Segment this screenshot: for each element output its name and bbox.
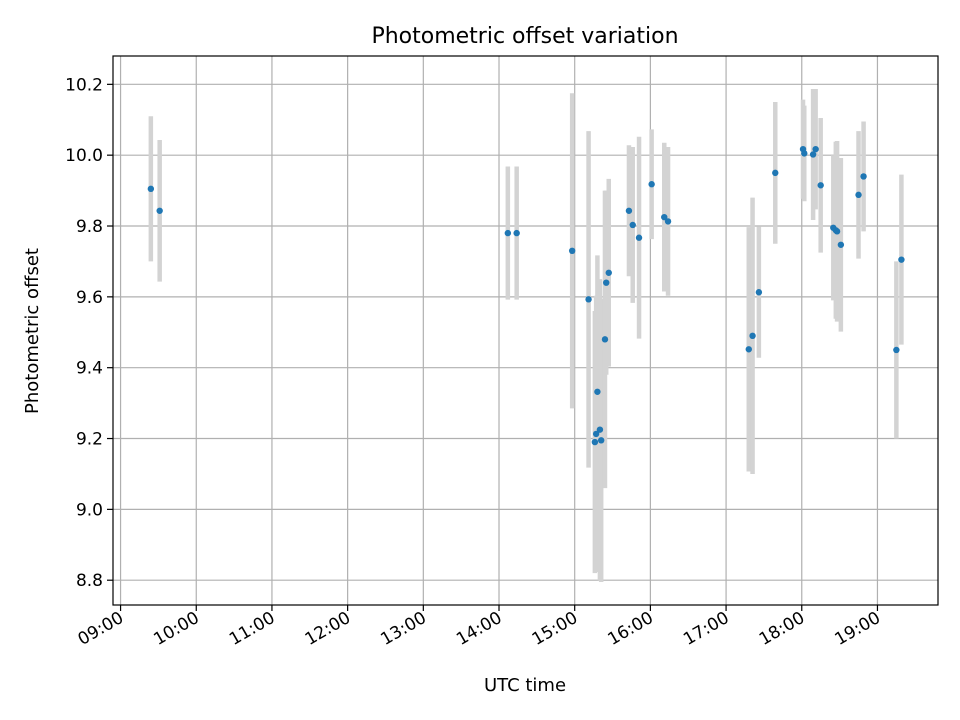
data-point [772, 169, 779, 177]
x-tick-label: 15:00 [529, 608, 581, 650]
data-point [812, 145, 819, 153]
data-point [147, 185, 155, 193]
data-point [597, 437, 605, 444]
data-point [605, 269, 612, 276]
plot-frame [112, 55, 939, 606]
data-point [156, 207, 163, 214]
data-point [504, 229, 512, 237]
y-tick-label: 9.2 [76, 430, 103, 450]
data-point [745, 346, 752, 353]
data-point [591, 438, 599, 446]
data-point [594, 388, 601, 395]
x-tick-label: 13:00 [377, 608, 429, 650]
data-point [837, 241, 845, 248]
data-point [809, 151, 817, 158]
y-tick-label: 9.6 [76, 288, 103, 308]
data-point [664, 218, 672, 225]
x-tick-label: 10:00 [150, 608, 202, 650]
x-tick-label: 16:00 [604, 608, 656, 650]
data-point [860, 173, 867, 180]
x-tick-label: 11:00 [226, 608, 278, 650]
data-point [893, 346, 900, 354]
data-point [629, 221, 636, 229]
x-tick-label: 09:00 [75, 608, 127, 650]
data-point [596, 426, 604, 433]
data-point [755, 289, 763, 296]
x-tick-label: 18:00 [756, 608, 808, 650]
data-point [601, 336, 609, 343]
data-point [855, 191, 862, 199]
data-point [603, 279, 610, 286]
grid [113, 56, 938, 605]
x-tick-label: 19:00 [832, 608, 884, 650]
y-tick-label: 9.4 [76, 359, 103, 379]
y-tick-label: 10.0 [65, 146, 103, 166]
x-tick-label: 17:00 [680, 608, 732, 650]
data-point [625, 207, 633, 214]
error-bars [148, 88, 904, 582]
chart-title: Photometric offset variation [371, 24, 678, 49]
y-tick-label: 10.2 [65, 75, 103, 95]
data-point [585, 296, 592, 303]
x-tick-label: 14:00 [453, 608, 505, 650]
data-point [568, 247, 576, 255]
data-point [749, 332, 756, 340]
data-points [147, 145, 905, 446]
axis-ticks: 09:00 10:00 11:00 12:00 13:00 14:00 15:00 16:00… [65, 75, 884, 649]
data-point [592, 430, 600, 438]
y-tick-label: 8.8 [76, 571, 103, 591]
data-point [513, 229, 520, 237]
data-point [817, 182, 824, 189]
data-point [898, 256, 905, 263]
data-point [833, 228, 841, 235]
data-point [635, 234, 643, 241]
y-tick-label: 9.8 [76, 217, 103, 237]
data-point [661, 213, 668, 221]
x-axis-label: UTC time [484, 675, 566, 696]
data-point [648, 181, 655, 188]
data-point [801, 150, 808, 157]
y-tick-label: 9.0 [76, 500, 103, 520]
y-axis-label: Photometric offset [22, 248, 43, 414]
x-tick-label: 12:00 [302, 608, 354, 650]
